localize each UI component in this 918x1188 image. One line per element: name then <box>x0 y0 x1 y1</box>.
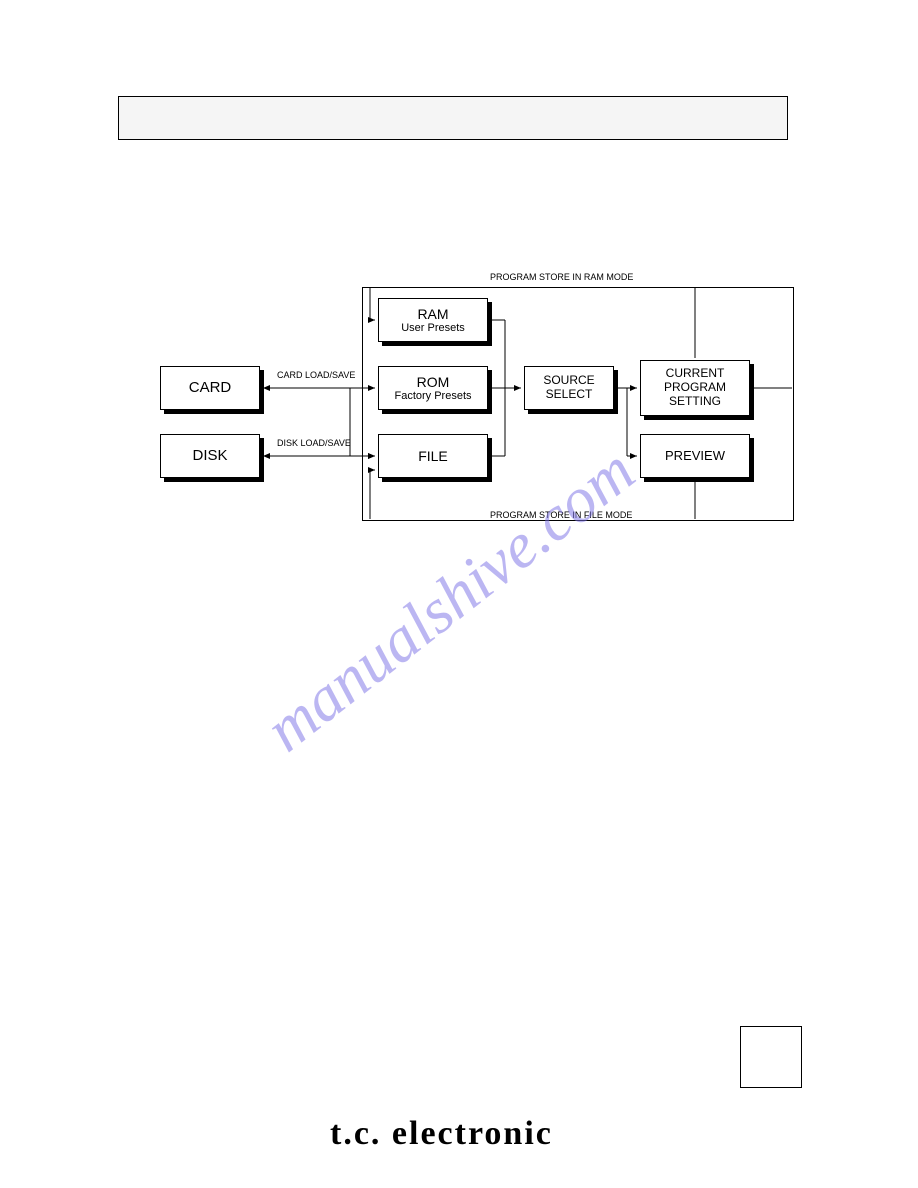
node-source-select: SOURCE SELECT <box>524 366 614 410</box>
node-current-line1: CURRENT <box>666 367 725 381</box>
label-store-ram-mode: PROGRAM STORE IN RAM MODE <box>490 272 633 282</box>
node-card: CARD <box>160 366 260 410</box>
label-disk-load-save: DISK LOAD/SAVE <box>277 438 351 448</box>
node-current-program-setting: CURRENT PROGRAM SETTING <box>640 360 750 416</box>
node-file: FILE <box>378 434 488 478</box>
node-current-line3: SETTING <box>669 395 721 409</box>
node-ram: RAM User Presets <box>378 298 488 342</box>
label-store-file-mode: PROGRAM STORE IN FILE MODE <box>490 510 632 520</box>
label-card-load-save: CARD LOAD/SAVE <box>277 370 355 380</box>
footer-logo-text: t.c. electronic <box>330 1115 553 1153</box>
node-ram-title: RAM <box>417 306 448 322</box>
node-rom: ROM Factory Presets <box>378 366 488 410</box>
node-source-line2: SELECT <box>546 388 593 402</box>
node-file-title: FILE <box>418 448 448 464</box>
node-disk-title: DISK <box>192 447 227 464</box>
node-source-line1: SOURCE <box>543 374 594 388</box>
node-disk: DISK <box>160 434 260 478</box>
node-card-title: CARD <box>189 379 232 396</box>
node-rom-sub: Factory Presets <box>394 390 471 403</box>
node-current-line2: PROGRAM <box>664 381 726 395</box>
edges-layer <box>0 0 918 1188</box>
node-preview: PREVIEW <box>640 434 750 478</box>
node-ram-sub: User Presets <box>401 322 465 335</box>
page-number-box <box>740 1026 802 1088</box>
node-preview-title: PREVIEW <box>665 449 725 464</box>
node-rom-title: ROM <box>417 374 450 390</box>
